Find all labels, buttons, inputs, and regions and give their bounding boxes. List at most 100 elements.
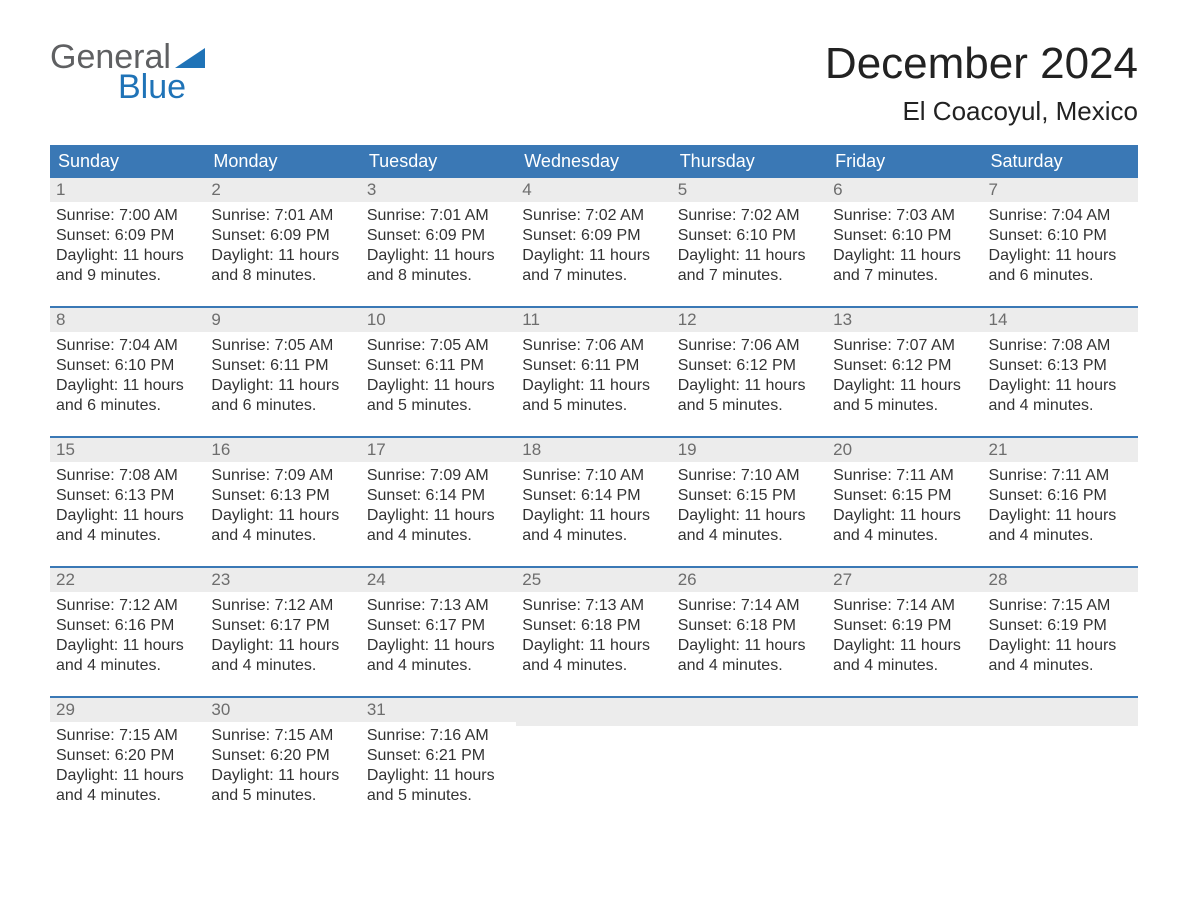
day-body: Sunrise: 7:08 AMSunset: 6:13 PMDaylight:… (50, 462, 205, 546)
calendar-day-cell: 23Sunrise: 7:12 AMSunset: 6:17 PMDayligh… (205, 568, 360, 696)
day-number-bar: 18 (516, 438, 671, 462)
daylight-text: Daylight: 11 hours and 5 minutes. (678, 376, 821, 416)
sunrise-text: Sunrise: 7:06 AM (522, 336, 665, 356)
daylight-text: Daylight: 11 hours and 4 minutes. (989, 376, 1132, 416)
sunset-text: Sunset: 6:11 PM (211, 356, 354, 376)
calendar-day-cell: 27Sunrise: 7:14 AMSunset: 6:19 PMDayligh… (827, 568, 982, 696)
sunrise-text: Sunrise: 7:05 AM (367, 336, 510, 356)
daylight-text: Daylight: 11 hours and 4 minutes. (56, 636, 199, 676)
sunset-text: Sunset: 6:16 PM (989, 486, 1132, 506)
day-body: Sunrise: 7:13 AMSunset: 6:17 PMDaylight:… (361, 592, 516, 676)
day-number-bar: 15 (50, 438, 205, 462)
daylight-text: Daylight: 11 hours and 5 minutes. (367, 376, 510, 416)
day-body: Sunrise: 7:16 AMSunset: 6:21 PMDaylight:… (361, 722, 516, 806)
day-body: Sunrise: 7:12 AMSunset: 6:16 PMDaylight:… (50, 592, 205, 676)
sunrise-text: Sunrise: 7:16 AM (367, 726, 510, 746)
sunrise-text: Sunrise: 7:10 AM (678, 466, 821, 486)
sunset-text: Sunset: 6:09 PM (211, 226, 354, 246)
day-number-bar: 2 (205, 178, 360, 202)
daylight-text: Daylight: 11 hours and 4 minutes. (367, 636, 510, 676)
calendar-day-cell: 5Sunrise: 7:02 AMSunset: 6:10 PMDaylight… (672, 178, 827, 306)
daylight-text: Daylight: 11 hours and 4 minutes. (522, 506, 665, 546)
day-number-bar: 23 (205, 568, 360, 592)
calendar-day-cell: 31Sunrise: 7:16 AMSunset: 6:21 PMDayligh… (361, 698, 516, 826)
sunset-text: Sunset: 6:13 PM (211, 486, 354, 506)
day-number-bar: 11 (516, 308, 671, 332)
sunset-text: Sunset: 6:10 PM (56, 356, 199, 376)
sunset-text: Sunset: 6:13 PM (989, 356, 1132, 376)
calendar-day-cell: 21Sunrise: 7:11 AMSunset: 6:16 PMDayligh… (983, 438, 1138, 566)
calendar-day-cell: 10Sunrise: 7:05 AMSunset: 6:11 PMDayligh… (361, 308, 516, 436)
sunrise-text: Sunrise: 7:03 AM (833, 206, 976, 226)
day-number-bar: 16 (205, 438, 360, 462)
sunset-text: Sunset: 6:10 PM (989, 226, 1132, 246)
calendar: SundayMondayTuesdayWednesdayThursdayFrid… (50, 145, 1138, 826)
calendar-day-cell: 28Sunrise: 7:15 AMSunset: 6:19 PMDayligh… (983, 568, 1138, 696)
day-body: Sunrise: 7:10 AMSunset: 6:14 PMDaylight:… (516, 462, 671, 546)
day-number-bar: 14 (983, 308, 1138, 332)
sunset-text: Sunset: 6:20 PM (56, 746, 199, 766)
sunset-text: Sunset: 6:16 PM (56, 616, 199, 636)
calendar-day-cell: 22Sunrise: 7:12 AMSunset: 6:16 PMDayligh… (50, 568, 205, 696)
day-number-bar: 19 (672, 438, 827, 462)
day-number-bar: 22 (50, 568, 205, 592)
day-number-bar (827, 698, 982, 726)
sunset-text: Sunset: 6:17 PM (211, 616, 354, 636)
sunset-text: Sunset: 6:10 PM (833, 226, 976, 246)
sunset-text: Sunset: 6:18 PM (678, 616, 821, 636)
day-body: Sunrise: 7:15 AMSunset: 6:20 PMDaylight:… (205, 722, 360, 806)
day-number-bar: 24 (361, 568, 516, 592)
sunrise-text: Sunrise: 7:09 AM (211, 466, 354, 486)
daylight-text: Daylight: 11 hours and 5 minutes. (367, 766, 510, 806)
calendar-day-cell: 15Sunrise: 7:08 AMSunset: 6:13 PMDayligh… (50, 438, 205, 566)
weekday-header: Tuesday (361, 145, 516, 178)
day-number-bar: 5 (672, 178, 827, 202)
header: General Blue December 2024 El Coacoyul, … (50, 40, 1138, 127)
sunrise-text: Sunrise: 7:11 AM (989, 466, 1132, 486)
sunset-text: Sunset: 6:14 PM (522, 486, 665, 506)
calendar-day-cell: 17Sunrise: 7:09 AMSunset: 6:14 PMDayligh… (361, 438, 516, 566)
calendar-day-cell: 26Sunrise: 7:14 AMSunset: 6:18 PMDayligh… (672, 568, 827, 696)
calendar-week-row: 15Sunrise: 7:08 AMSunset: 6:13 PMDayligh… (50, 436, 1138, 566)
weekday-header: Friday (827, 145, 982, 178)
calendar-day-cell: 9Sunrise: 7:05 AMSunset: 6:11 PMDaylight… (205, 308, 360, 436)
calendar-day-cell: 2Sunrise: 7:01 AMSunset: 6:09 PMDaylight… (205, 178, 360, 306)
daylight-text: Daylight: 11 hours and 5 minutes. (522, 376, 665, 416)
sunrise-text: Sunrise: 7:12 AM (211, 596, 354, 616)
page: General Blue December 2024 El Coacoyul, … (0, 0, 1188, 866)
day-number-bar: 31 (361, 698, 516, 722)
day-number-bar: 7 (983, 178, 1138, 202)
weekday-header: Saturday (983, 145, 1138, 178)
calendar-day-cell: 7Sunrise: 7:04 AMSunset: 6:10 PMDaylight… (983, 178, 1138, 306)
calendar-day-cell: 30Sunrise: 7:15 AMSunset: 6:20 PMDayligh… (205, 698, 360, 826)
calendar-day-cell: 19Sunrise: 7:10 AMSunset: 6:15 PMDayligh… (672, 438, 827, 566)
day-body: Sunrise: 7:05 AMSunset: 6:11 PMDaylight:… (205, 332, 360, 416)
day-body: Sunrise: 7:00 AMSunset: 6:09 PMDaylight:… (50, 202, 205, 286)
day-number-bar: 1 (50, 178, 205, 202)
sunrise-text: Sunrise: 7:15 AM (56, 726, 199, 746)
day-number-bar: 30 (205, 698, 360, 722)
calendar-day-cell (983, 698, 1138, 826)
location-subtitle: El Coacoyul, Mexico (825, 96, 1138, 127)
calendar-week-row: 1Sunrise: 7:00 AMSunset: 6:09 PMDaylight… (50, 178, 1138, 306)
sunset-text: Sunset: 6:12 PM (833, 356, 976, 376)
daylight-text: Daylight: 11 hours and 4 minutes. (56, 766, 199, 806)
day-number-bar (672, 698, 827, 726)
daylight-text: Daylight: 11 hours and 7 minutes. (833, 246, 976, 286)
daylight-text: Daylight: 11 hours and 9 minutes. (56, 246, 199, 286)
sunrise-text: Sunrise: 7:14 AM (678, 596, 821, 616)
daylight-text: Daylight: 11 hours and 4 minutes. (678, 506, 821, 546)
sunrise-text: Sunrise: 7:15 AM (989, 596, 1132, 616)
daylight-text: Daylight: 11 hours and 4 minutes. (211, 506, 354, 546)
page-title: December 2024 (825, 40, 1138, 88)
sunrise-text: Sunrise: 7:02 AM (522, 206, 665, 226)
day-body: Sunrise: 7:02 AMSunset: 6:09 PMDaylight:… (516, 202, 671, 286)
title-block: December 2024 El Coacoyul, Mexico (825, 40, 1138, 127)
sunset-text: Sunset: 6:09 PM (56, 226, 199, 246)
calendar-day-cell: 25Sunrise: 7:13 AMSunset: 6:18 PMDayligh… (516, 568, 671, 696)
sunset-text: Sunset: 6:19 PM (989, 616, 1132, 636)
calendar-week-row: 22Sunrise: 7:12 AMSunset: 6:16 PMDayligh… (50, 566, 1138, 696)
day-number-bar: 20 (827, 438, 982, 462)
day-number-bar: 27 (827, 568, 982, 592)
sunrise-text: Sunrise: 7:01 AM (211, 206, 354, 226)
